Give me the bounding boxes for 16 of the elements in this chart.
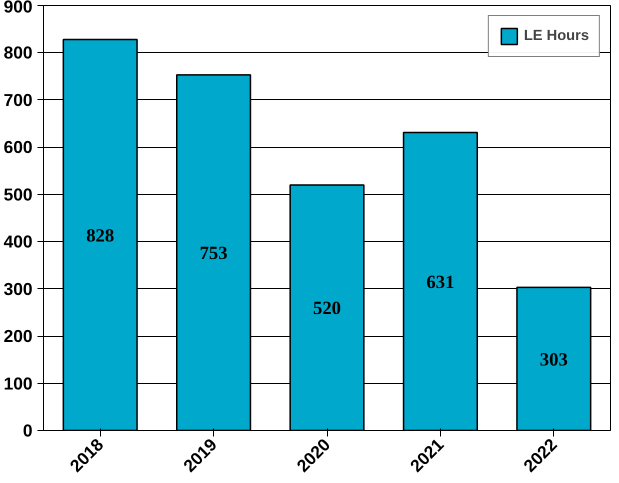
y-tick-label: 200 xyxy=(4,326,33,346)
y-tick-label: 100 xyxy=(4,373,33,394)
data-label: 828 xyxy=(86,226,114,246)
legend-label: LE Hours xyxy=(524,28,589,44)
y-tick-label: 900 xyxy=(4,0,33,16)
y-tick-label: 700 xyxy=(4,90,33,110)
y-tick-label: 0 xyxy=(22,420,33,440)
data-label: 303 xyxy=(540,349,568,370)
data-label: 520 xyxy=(313,298,341,320)
y-tick-label: 500 xyxy=(4,184,33,204)
y-tick-label: 600 xyxy=(4,137,33,158)
y-tick-label: 300 xyxy=(4,278,33,299)
data-label: 753 xyxy=(200,243,228,264)
y-tick-label: 400 xyxy=(4,232,33,252)
data-label: 631 xyxy=(426,272,454,294)
y-tick-label: 800 xyxy=(4,42,33,63)
